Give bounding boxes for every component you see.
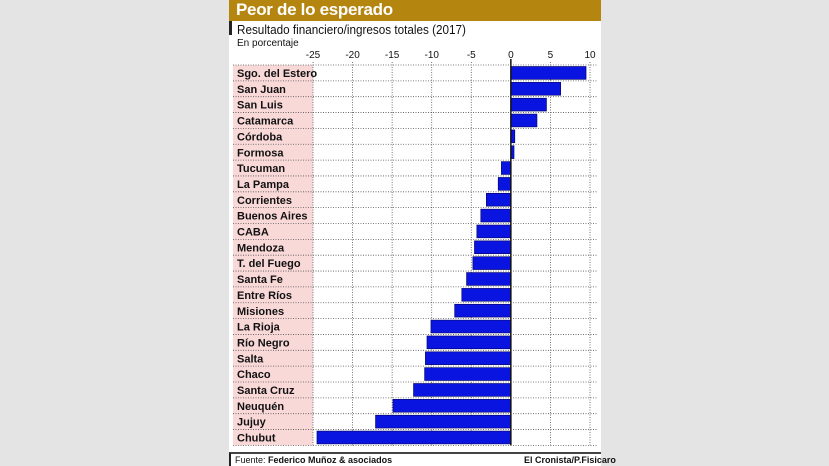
category-label: Buenos Aires: [237, 211, 308, 223]
bar: [413, 383, 512, 397]
x-tick-label: 5: [548, 50, 554, 61]
bar: [426, 335, 512, 350]
x-tick-label: -25: [306, 50, 321, 61]
x-tick-label: -10: [424, 50, 439, 61]
footer-accent: [229, 453, 231, 466]
header-bar: Peor de lo esperado: [229, 0, 601, 21]
bar: [424, 367, 512, 381]
category-label: San Luis: [237, 100, 283, 112]
category-label: Río Negro: [237, 337, 290, 349]
bar: [510, 113, 538, 128]
bar: [375, 414, 512, 429]
bar: [466, 272, 512, 286]
bar: [510, 66, 587, 80]
category-label: Neuquén: [237, 401, 284, 413]
x-tick-label: -20: [345, 50, 360, 61]
bar: [472, 256, 512, 270]
category-label: Salta: [237, 353, 264, 365]
source-name: Federico Muñoz & asociados: [268, 455, 393, 465]
category-label: Jujuy: [237, 417, 267, 429]
category-label: La Rioja: [237, 322, 281, 334]
bar: [510, 82, 562, 96]
bar: [392, 399, 512, 413]
category-label: Santa Cruz: [237, 385, 295, 397]
bar: [480, 208, 512, 223]
x-tick-label: 10: [584, 50, 596, 61]
x-tick-label: -5: [467, 50, 476, 61]
category-label: Corrientes: [237, 195, 292, 207]
category-label: La Pampa: [237, 179, 290, 191]
category-label: T. del Fuego: [237, 258, 301, 270]
credit: El Cronista/P.Fisicaro: [524, 455, 616, 465]
x-tick-label: 0: [508, 50, 514, 61]
bar: [474, 240, 512, 255]
category-label: San Juan: [237, 84, 286, 96]
bar: [501, 161, 512, 175]
bar: [316, 430, 512, 445]
chart-title: Resultado financiero/ingresos totales (2…: [237, 22, 466, 37]
bar: [454, 303, 512, 318]
source-line: Fuente: Federico Muñoz & asociados: [235, 455, 392, 465]
bar: [461, 288, 512, 302]
bar: [425, 351, 512, 365]
bar: [497, 177, 512, 191]
category-label: Entre Ríos: [237, 290, 292, 302]
bar: [430, 319, 512, 334]
header-title: Peor de lo esperado: [236, 0, 393, 19]
category-label: Santa Fe: [237, 274, 283, 286]
bar: [476, 224, 512, 239]
bar: [510, 97, 547, 112]
category-label: Chaco: [237, 369, 271, 381]
category-label: Sgo. del Estero: [237, 68, 317, 80]
category-label: Chubut: [237, 433, 276, 445]
category-label: Mendoza: [237, 242, 285, 254]
category-label: Córdoba: [237, 131, 283, 143]
category-label: Misiones: [237, 306, 284, 318]
category-label: CABA: [237, 227, 269, 239]
category-label: Tucuman: [237, 163, 285, 175]
unit-label: En porcentaje: [237, 38, 299, 49]
category-label: Catamarca: [237, 116, 294, 128]
bar: [486, 193, 512, 207]
x-tick-label: -15: [385, 50, 400, 61]
accent-bar: [229, 21, 232, 35]
source-label: Fuente:: [235, 455, 266, 465]
footer-divider: [229, 452, 601, 454]
category-label: Formosa: [237, 147, 284, 159]
